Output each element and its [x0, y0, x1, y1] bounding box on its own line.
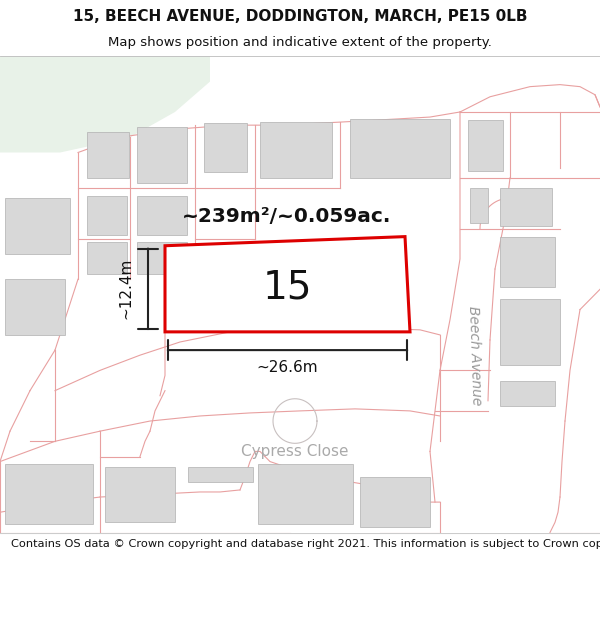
Text: Contains OS data © Crown copyright and database right 2021. This information is : Contains OS data © Crown copyright and d…	[11, 539, 600, 549]
Bar	[470, 188, 488, 224]
Text: ~239m²/~0.059ac.: ~239m²/~0.059ac.	[182, 207, 392, 226]
Bar	[204, 123, 247, 172]
Polygon shape	[0, 56, 210, 152]
Bar	[500, 381, 555, 406]
Bar	[87, 132, 129, 178]
Text: Map shows position and indicative extent of the property.: Map shows position and indicative extent…	[108, 36, 492, 49]
Bar	[188, 467, 253, 482]
Bar	[137, 196, 187, 234]
Bar	[500, 188, 552, 226]
Bar	[137, 242, 187, 274]
Text: ~12.4m: ~12.4m	[119, 258, 133, 319]
Text: 15, BEECH AVENUE, DODDINGTON, MARCH, PE15 0LB: 15, BEECH AVENUE, DODDINGTON, MARCH, PE1…	[73, 9, 527, 24]
Bar	[5, 464, 93, 524]
Bar	[500, 237, 555, 288]
Bar	[137, 127, 187, 183]
Polygon shape	[165, 237, 410, 332]
Bar	[260, 122, 332, 178]
Bar	[87, 196, 127, 234]
Bar	[350, 119, 450, 178]
Bar	[360, 477, 430, 528]
Text: 15: 15	[262, 268, 312, 306]
Bar	[5, 279, 65, 335]
Text: ~26.6m: ~26.6m	[257, 360, 319, 375]
Bar	[258, 464, 353, 524]
Bar	[5, 198, 70, 254]
Bar	[468, 120, 503, 171]
Bar	[500, 299, 560, 365]
Bar	[87, 242, 127, 274]
Text: Beech Avenue: Beech Avenue	[466, 305, 484, 405]
Text: Cypress Close: Cypress Close	[241, 444, 349, 459]
Bar	[105, 467, 175, 522]
